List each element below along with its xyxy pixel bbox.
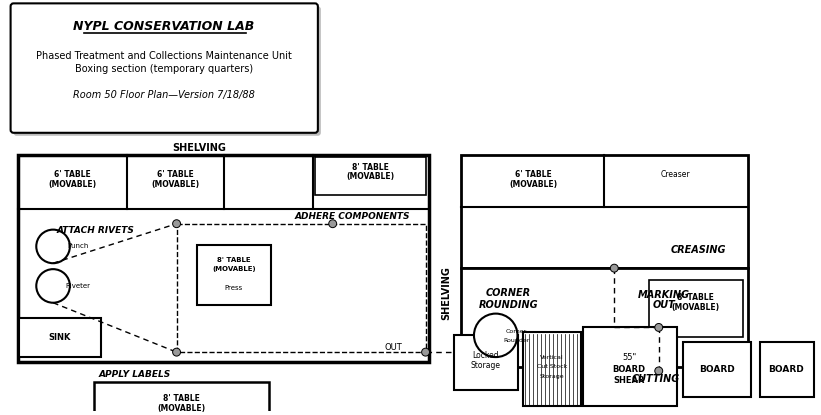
Text: (MOVABLE): (MOVABLE) [509,180,557,189]
Text: NYPL CONSERVATION LAB: NYPL CONSERVATION LAB [73,20,255,33]
Text: SHELVING: SHELVING [172,143,227,153]
Text: (MOVABLE): (MOVABLE) [152,180,200,189]
Text: BOARD: BOARD [612,366,645,374]
Circle shape [474,314,517,357]
Circle shape [610,264,618,272]
Bar [20,317,100,357]
Circle shape [172,348,181,356]
Text: BOARD: BOARD [699,366,735,374]
Bar [759,342,814,397]
Text: Boxing section (temporary quarters): Boxing section (temporary quarters) [75,63,253,73]
Circle shape [655,323,663,332]
Text: ROUNDING: ROUNDING [479,300,539,310]
Text: OUT: OUT [653,300,675,310]
Text: Cut Stock: Cut Stock [537,364,567,369]
Text: 55": 55" [622,353,636,361]
Text: CREASING: CREASING [671,245,726,255]
Bar [461,268,748,367]
Text: Room 50 Floor Plan—Version 7/18/88: Room 50 Floor Plan—Version 7/18/88 [73,90,255,100]
Text: CUTTING: CUTTING [631,374,680,384]
Bar [583,327,677,406]
Bar [454,335,518,390]
Circle shape [36,229,70,263]
Text: Phased Treatment and Collections Maintenance Unit: Phased Treatment and Collections Mainten… [36,51,291,61]
Text: SHEAR: SHEAR [613,376,644,385]
Text: ADHERE COMPONENTS: ADHERE COMPONENTS [295,212,410,221]
Text: MARKING: MARKING [638,290,690,300]
Text: Riveter: Riveter [66,283,90,289]
Text: OUT: OUT [384,343,401,352]
Text: Vertical: Vertical [540,354,564,359]
Text: 8' TABLE: 8' TABLE [217,257,250,263]
FancyBboxPatch shape [11,3,318,133]
Text: BOARD: BOARD [768,366,804,374]
Bar [523,332,580,406]
Text: 6' TABLE: 6' TABLE [515,170,552,179]
Bar [177,224,425,352]
Text: SHELVING: SHELVING [442,266,452,320]
Text: (MOVABLE): (MOVABLE) [672,303,719,312]
Bar [197,245,272,305]
Bar [315,158,425,195]
Text: Press: Press [225,285,243,291]
Text: Creaser: Creaser [661,170,690,179]
Text: 8' TABLE: 8' TABLE [163,394,200,403]
Bar [94,382,269,415]
Text: SINK: SINK [48,333,71,342]
Text: Storage: Storage [470,361,501,371]
Circle shape [36,269,70,303]
Bar [649,280,743,337]
Text: 6' TABLE: 6' TABLE [54,170,91,179]
Bar [683,342,750,397]
Circle shape [422,348,429,356]
FancyBboxPatch shape [14,6,321,136]
Text: APPLY LABELS: APPLY LABELS [99,370,172,379]
Text: (MOVABLE): (MOVABLE) [346,172,394,181]
Text: (MOVABLE): (MOVABLE) [212,266,255,272]
Text: (MOVABLE): (MOVABLE) [158,404,205,413]
Circle shape [172,220,181,228]
Bar [461,154,748,268]
Text: 8' TABLE: 8' TABLE [352,163,388,172]
Text: Locked: Locked [473,351,499,360]
Text: CORNER: CORNER [486,288,531,298]
Text: Corner: Corner [506,329,527,334]
Text: Rounder: Rounder [503,338,530,343]
Bar [19,154,429,362]
Text: Storage: Storage [539,374,564,379]
Circle shape [328,220,337,228]
Text: ATTACH RIVETS: ATTACH RIVETS [57,226,135,235]
Text: Punch: Punch [67,244,89,249]
Circle shape [655,367,663,375]
Text: 6' TABLE: 6' TABLE [157,170,194,179]
Text: (MOVABLE): (MOVABLE) [48,180,97,189]
Text: 8' TABLE: 8' TABLE [677,293,713,302]
